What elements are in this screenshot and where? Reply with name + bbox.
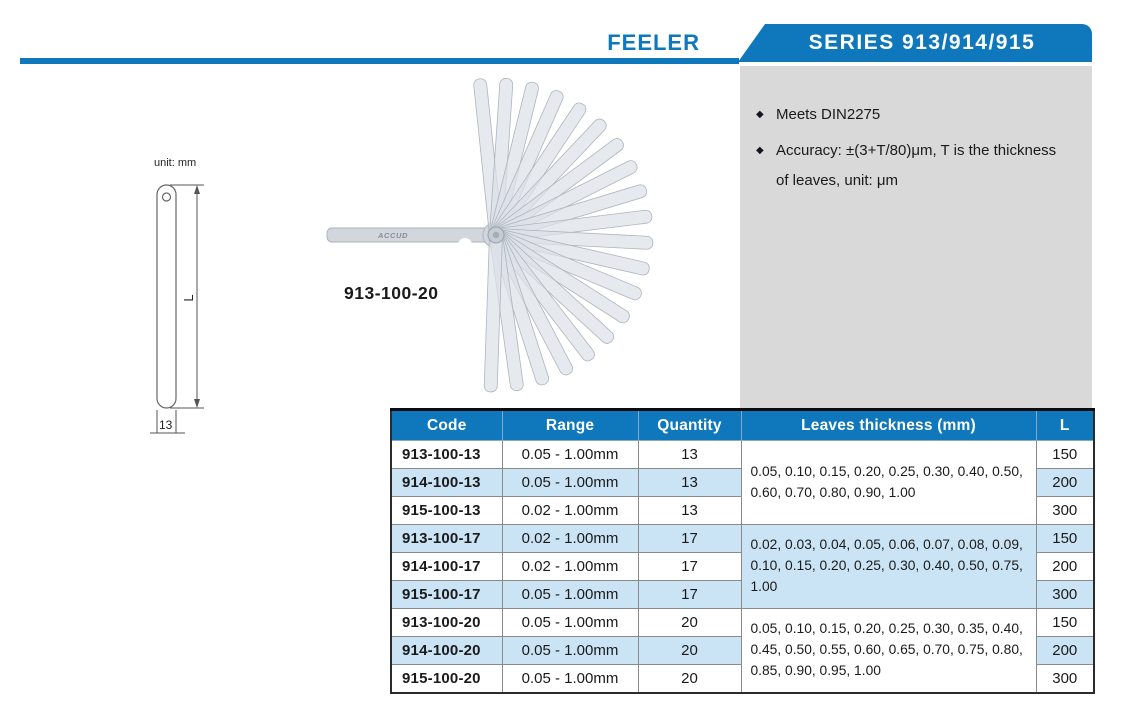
cell-range: 0.05 - 1.00mm — [501, 580, 639, 609]
cell-range: 0.02 - 1.00mm — [501, 524, 639, 553]
cell-code: 913-100-13 — [390, 440, 503, 469]
cell-length: 300 — [1035, 496, 1095, 525]
cell-code: 915-100-13 — [390, 496, 503, 525]
feature-item: ◆ Accuracy: ±(3+T/80)μm, T is the thickn… — [756, 136, 1078, 196]
table-row: 914-100-17 0.02 - 1.00mm 17 200 — [390, 552, 1095, 581]
feature-item: ◆ Meets DIN2275 — [756, 100, 1078, 130]
table-row: 914-100-20 0.05 - 1.00mm 20 200 — [390, 636, 1095, 665]
cell-quantity: 13 — [637, 496, 742, 525]
cell-length: 200 — [1035, 636, 1095, 665]
col-header-leaves-thickness: Leaves thickness (mm) — [740, 409, 1037, 441]
cell-leaves-thickness: 0.02, 0.03, 0.04, 0.05, 0.06, 0.07, 0.08… — [740, 524, 1037, 609]
spec-table: Code Range Quantity Leaves thickness (mm… — [390, 408, 1095, 694]
cell-length: 200 — [1035, 552, 1095, 581]
series-banner: SERIES 913/914/915 — [738, 24, 1092, 62]
handle-notch — [458, 238, 472, 252]
feeler-gauge-photo: ACCUD — [326, 77, 654, 393]
cell-length: 150 — [1035, 524, 1095, 553]
cell-range: 0.02 - 1.00mm — [501, 496, 639, 525]
table-row: 914-100-13 0.05 - 1.00mm 13 200 — [390, 468, 1095, 497]
cell-leaves-thickness: 0.05, 0.10, 0.15, 0.20, 0.25, 0.30, 0.35… — [740, 608, 1037, 693]
table-row: 915-100-20 0.05 - 1.00mm 20 300 — [390, 664, 1095, 693]
cell-length: 300 — [1035, 580, 1095, 609]
cell-code: 913-100-17 — [390, 524, 503, 553]
length-dimension-label: L — [181, 294, 196, 301]
diamond-bullet-icon: ◆ — [756, 145, 764, 156]
table-row: 915-100-17 0.05 - 1.00mm 17 300 — [390, 580, 1095, 609]
leaf-dimension-diagram: unit: mm L 13 — [150, 157, 204, 434]
col-header-code: Code — [390, 409, 503, 441]
cell-quantity: 17 — [637, 524, 742, 553]
cell-quantity: 13 — [637, 440, 742, 469]
product-model-label: 913-100-20 — [344, 283, 439, 303]
cell-range: 0.02 - 1.00mm — [501, 552, 639, 581]
cell-length: 150 — [1035, 608, 1095, 637]
table-header-row: Code Range Quantity Leaves thickness (mm… — [390, 409, 1095, 441]
cell-quantity: 17 — [637, 552, 742, 581]
diamond-bullet-icon: ◆ — [756, 109, 764, 120]
cell-range: 0.05 - 1.00mm — [501, 636, 639, 665]
series-title: SERIES 913/914/915 — [808, 31, 1036, 54]
cell-quantity: 20 — [637, 608, 742, 637]
header-divider-line — [20, 58, 739, 64]
col-header-length: L — [1035, 409, 1095, 441]
cell-leaves-thickness: 0.05, 0.10, 0.15, 0.20, 0.25, 0.30, 0.40… — [740, 440, 1037, 525]
cell-quantity: 17 — [637, 580, 742, 609]
leaf-outline — [156, 184, 177, 409]
cell-quantity: 13 — [637, 468, 742, 497]
table-row: 913-100-13 0.05 - 1.00mm 13 0.05, 0.10, … — [390, 440, 1095, 525]
pivot-screw-center — [492, 231, 500, 239]
table-row: 913-100-20 0.05 - 1.00mm 20 0.05, 0.10, … — [390, 608, 1095, 693]
cell-code: 915-100-17 — [390, 580, 503, 609]
width-dimension-label: 13 — [159, 418, 173, 432]
cell-code: 914-100-17 — [390, 552, 503, 581]
cell-code: 915-100-20 — [390, 664, 503, 693]
leaf-fan — [473, 77, 654, 393]
gauge-handle — [326, 227, 500, 243]
cell-code: 913-100-20 — [390, 608, 503, 637]
cell-length: 300 — [1035, 664, 1095, 693]
cell-quantity: 20 — [637, 664, 742, 693]
cell-range: 0.05 - 1.00mm — [501, 468, 639, 497]
cell-quantity: 20 — [637, 636, 742, 665]
col-header-range: Range — [501, 409, 639, 441]
unit-label: unit: mm — [154, 157, 196, 169]
leaf-hole — [161, 192, 172, 202]
table-row: 915-100-13 0.02 - 1.00mm 13 300 — [390, 496, 1095, 525]
cell-range: 0.05 - 1.00mm — [501, 440, 639, 469]
category-title: FEELER — [607, 30, 700, 55]
spec-panel: ◆ Meets DIN2275 ◆ Accuracy: ±(3+T/80)μm,… — [740, 66, 1092, 408]
cell-code: 914-100-20 — [390, 636, 503, 665]
feature-text: Accuracy: ±(3+T/80)μm, T is the thicknes… — [776, 142, 1057, 189]
cell-range: 0.05 - 1.00mm — [501, 664, 639, 693]
brand-mark: ACCUD — [377, 231, 408, 240]
cell-length: 150 — [1035, 440, 1095, 469]
cell-range: 0.05 - 1.00mm — [501, 608, 639, 637]
table-row: 913-100-17 0.02 - 1.00mm 17 0.02, 0.03, … — [390, 524, 1095, 609]
cell-code: 914-100-13 — [390, 468, 503, 497]
feature-text: Meets DIN2275 — [776, 106, 881, 123]
cell-length: 200 — [1035, 468, 1095, 497]
col-header-quantity: Quantity — [637, 409, 742, 441]
